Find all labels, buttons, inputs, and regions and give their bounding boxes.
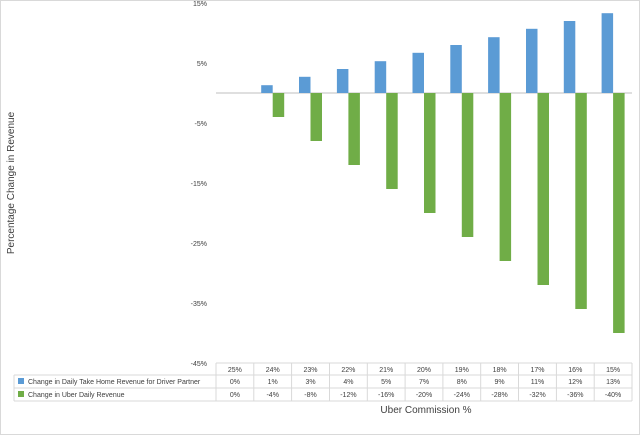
bar-driver-revenue — [336, 69, 349, 93]
table-value-cell: -28% — [491, 392, 507, 399]
bar-uber-revenue — [386, 93, 398, 189]
table-value-cell: 0% — [230, 392, 240, 399]
table-value-cell: 8% — [457, 379, 467, 386]
legend-swatch — [18, 378, 24, 384]
bar-uber-revenue — [461, 93, 474, 237]
bar-uber-revenue — [499, 93, 512, 261]
legend-series-name: Change in Daily Take Home Revenue for Dr… — [28, 379, 201, 386]
y-tick-label: 5% — [197, 61, 207, 68]
bar-driver-revenue — [601, 13, 614, 94]
x-category-label: 17% — [530, 367, 544, 374]
table-value-cell: -32% — [529, 392, 545, 399]
y-tick-label: -45% — [191, 361, 207, 368]
bar-uber-revenue — [575, 93, 587, 309]
bar-uber-revenue — [613, 93, 625, 333]
bars — [216, 13, 632, 333]
table-value-cell: -4% — [266, 392, 278, 399]
table-value-cell: 4% — [343, 379, 353, 386]
table-value-cell: 7% — [419, 379, 429, 386]
table-value-cell: 5% — [381, 379, 391, 386]
bar-uber-revenue — [537, 93, 549, 285]
table-value-cell: 11% — [531, 379, 545, 386]
x-category-label: 22% — [341, 367, 355, 374]
table-value-cell: 1% — [268, 379, 278, 386]
table-value-cell: -20% — [416, 392, 432, 399]
x-category-label: 19% — [455, 367, 469, 374]
table-value-cell: 9% — [495, 379, 505, 386]
y-tick-label: -15% — [191, 181, 207, 188]
x-category-label: 20% — [417, 367, 431, 374]
table-value-cell: -40% — [605, 392, 621, 399]
bar-uber-revenue — [310, 93, 322, 141]
table-value-cell: 0% — [230, 379, 240, 386]
bar-driver-revenue — [488, 37, 500, 93]
x-axis-title: Uber Commission % — [380, 405, 471, 416]
data-table: 25% 24% 23% 22% 21% 20% 19% 18% 17% 16% 15% Change … — [13, 362, 633, 402]
table-value-cell: 3% — [305, 379, 315, 386]
x-category-label: 21% — [379, 367, 393, 374]
bar-uber-revenue — [348, 93, 360, 165]
legend-series-name: Change in Uber Daily Revenue — [28, 392, 125, 399]
bar-uber-revenue — [272, 93, 285, 117]
bar-uber-revenue — [424, 93, 436, 213]
x-category-label: 16% — [568, 367, 582, 374]
y-tick-label: -35% — [191, 301, 207, 308]
x-category-label: 25% — [228, 367, 242, 374]
y-tick-label: 15% — [193, 1, 207, 8]
y-tick-label: -5% — [195, 121, 207, 128]
y-tick-label: -25% — [191, 241, 207, 248]
x-category-label: 24% — [266, 367, 280, 374]
x-category-label: 15% — [606, 367, 620, 374]
bar-driver-revenue — [261, 85, 273, 93]
bar-driver-revenue — [412, 52, 424, 93]
table-value-cell: 13% — [606, 379, 620, 386]
table-value-cell: -8% — [304, 392, 316, 399]
table-value-cell: -16% — [378, 392, 394, 399]
table-value-cell: -36% — [567, 392, 583, 399]
bar-driver-revenue — [374, 61, 387, 93]
bar-driver-revenue — [450, 45, 462, 93]
y-axis: -45% -35% -25% -15% -5% 5% 15% — [191, 1, 207, 368]
bar-driver-revenue — [526, 28, 538, 93]
x-category-label: 18% — [493, 367, 507, 374]
y-axis-title: Percentage Change in Revenue — [6, 111, 17, 254]
table-value-cell: -24% — [454, 392, 470, 399]
table-value-cell: 12% — [568, 379, 582, 386]
table-value-cell: -12% — [340, 392, 356, 399]
x-category-label: 23% — [303, 367, 317, 374]
legend-swatch — [18, 391, 24, 397]
bar-driver-revenue — [299, 76, 311, 93]
bar-driver-revenue — [563, 21, 576, 93]
